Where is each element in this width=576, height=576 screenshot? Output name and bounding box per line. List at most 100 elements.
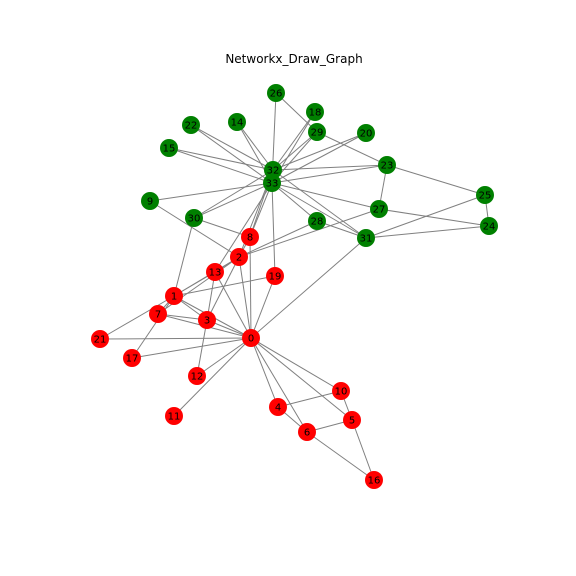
node-label-18: 18 xyxy=(309,108,322,119)
node-3: 3 xyxy=(198,311,216,329)
node-27: 27 xyxy=(370,200,388,218)
node-label-23: 23 xyxy=(381,161,394,172)
node-circle-11 xyxy=(165,407,183,425)
edge-2-9 xyxy=(149,200,240,258)
node-label-2: 2 xyxy=(236,253,242,264)
node-label-11: 11 xyxy=(168,412,181,423)
edges-layer xyxy=(99,92,490,481)
node-circle-7 xyxy=(149,305,167,323)
node-6: 6 xyxy=(298,423,316,441)
node-circle-28 xyxy=(308,212,326,230)
edge-29-32 xyxy=(272,131,318,171)
node-0: 0 xyxy=(242,329,260,347)
node-circle-4 xyxy=(269,398,287,416)
edge-25-31 xyxy=(365,194,486,239)
node-17: 17 xyxy=(123,349,141,367)
edge-0-6 xyxy=(250,337,308,433)
edge-20-33 xyxy=(271,132,367,184)
node-7: 7 xyxy=(149,305,167,323)
edge-1-21 xyxy=(99,295,175,340)
edge-2-27 xyxy=(238,208,380,258)
node-circle-9 xyxy=(141,192,159,210)
node-label-20: 20 xyxy=(360,129,373,140)
node-label-21: 21 xyxy=(94,335,107,346)
node-circle-16 xyxy=(365,471,383,489)
node-9: 9 xyxy=(141,192,159,210)
node-label-31: 31 xyxy=(360,234,373,245)
node-label-26: 26 xyxy=(270,89,283,100)
node-circle-5 xyxy=(343,411,361,429)
node-label-29: 29 xyxy=(311,128,324,139)
node-circle-24 xyxy=(480,217,498,235)
node-33: 33 xyxy=(263,174,281,192)
edge-3-12 xyxy=(196,319,208,377)
edge-23-29 xyxy=(316,131,388,166)
edge-4-10 xyxy=(277,390,342,408)
edge-26-29 xyxy=(275,92,318,133)
node-21: 21 xyxy=(91,330,109,348)
node-label-6: 6 xyxy=(304,428,310,439)
node-label-9: 9 xyxy=(147,197,153,208)
node-circle-14 xyxy=(228,113,246,131)
node-label-0: 0 xyxy=(248,334,254,345)
edge-5-16 xyxy=(351,419,375,481)
node-circle-2 xyxy=(230,248,248,266)
edge-0-2 xyxy=(238,256,252,339)
node-circle-33 xyxy=(263,174,281,192)
edge-2-3 xyxy=(206,256,240,321)
node-circle-15 xyxy=(160,139,178,157)
node-12: 12 xyxy=(188,367,206,385)
node-label-30: 30 xyxy=(188,214,201,225)
node-label-32: 32 xyxy=(267,166,280,177)
edge-0-8 xyxy=(249,236,252,339)
node-circle-22 xyxy=(182,116,200,134)
node-29: 29 xyxy=(308,123,326,141)
node-circle-32 xyxy=(264,161,282,179)
node-4: 4 xyxy=(269,398,287,416)
node-13: 13 xyxy=(206,263,224,281)
node-10: 10 xyxy=(332,382,350,400)
node-2: 2 xyxy=(230,248,248,266)
node-label-33: 33 xyxy=(266,179,279,190)
node-circle-12 xyxy=(188,367,206,385)
edge-2-28 xyxy=(238,220,318,258)
node-label-16: 16 xyxy=(368,476,381,487)
node-label-5: 5 xyxy=(349,416,355,427)
node-label-8: 8 xyxy=(247,233,253,244)
edge-0-5 xyxy=(250,337,353,421)
node-circle-17 xyxy=(123,349,141,367)
edge-0-21 xyxy=(99,337,252,340)
edge-13-33 xyxy=(214,182,273,273)
edge-1-17 xyxy=(131,295,175,359)
edge-30-32 xyxy=(193,169,274,219)
edge-14-32 xyxy=(236,121,274,171)
edge-0-11 xyxy=(173,337,252,417)
edge-15-33 xyxy=(168,147,273,184)
edge-31-32 xyxy=(272,169,367,239)
node-circle-27 xyxy=(370,200,388,218)
node-16: 16 xyxy=(365,471,383,489)
node-26: 26 xyxy=(267,84,285,102)
node-28: 28 xyxy=(308,212,326,230)
edge-23-25 xyxy=(386,164,486,196)
node-circle-8 xyxy=(241,228,259,246)
node-11: 11 xyxy=(165,407,183,425)
node-8: 8 xyxy=(241,228,259,246)
node-label-25: 25 xyxy=(479,191,492,202)
node-circle-10 xyxy=(332,382,350,400)
node-5: 5 xyxy=(343,411,361,429)
node-15: 15 xyxy=(160,139,178,157)
edge-31-33 xyxy=(271,182,367,239)
node-32: 32 xyxy=(264,161,282,179)
edge-15-32 xyxy=(168,147,274,171)
node-25: 25 xyxy=(476,186,494,204)
edge-0-4 xyxy=(250,337,279,408)
node-30: 30 xyxy=(185,209,203,227)
edge-0-12 xyxy=(196,337,252,377)
node-circle-29 xyxy=(308,123,326,141)
edge-6-16 xyxy=(306,431,375,481)
node-label-13: 13 xyxy=(209,268,222,279)
node-circle-21 xyxy=(91,330,109,348)
node-label-28: 28 xyxy=(311,217,324,228)
edge-23-32 xyxy=(272,164,388,171)
